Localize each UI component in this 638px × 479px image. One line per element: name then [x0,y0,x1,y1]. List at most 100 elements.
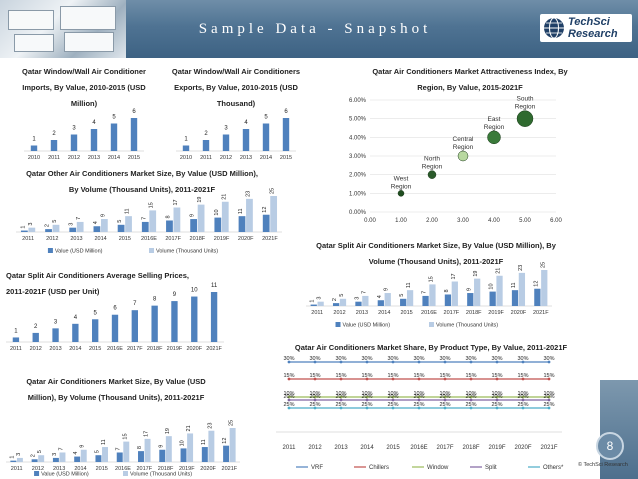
share-data-label: 30% [517,356,528,362]
split-size-bar [339,298,347,306]
other-data-label: 15 [149,202,155,208]
share-point [417,398,421,402]
attract-y-tick: 2.00% [349,173,367,179]
share-tick-label: 2016E [410,445,427,451]
split-size-bar [384,293,391,306]
share-point [521,398,525,402]
share-legend-label: Split [485,465,497,471]
share-data-label: 10% [387,391,398,397]
attract-bubble-label: Region [422,164,443,171]
other-data-label: 11 [125,208,131,214]
total-bar [144,438,151,462]
header-banner: Sample Data - Snapshot TechSci Research [0,0,638,58]
split-price-tick-label: 2017F [127,346,143,352]
attract-bubble-label: Central [453,136,475,143]
share-tick-label: 2021F [540,445,557,451]
attract-x-tick: 1.00 [395,218,407,224]
attract-bubble-label: Region [391,183,412,190]
share-data-label: 20% [439,394,450,400]
attract-bubble [457,150,469,162]
total-data-label: 3 [16,453,22,456]
other-tick-label: 2011 [22,236,34,242]
total-legend-label: Volume (Thousand Units) [130,472,192,478]
share-data-label: 25% [413,402,424,408]
split-size-legend-label: Volume (Thousand Units) [436,323,498,329]
share-point [313,395,317,399]
split-size-data-label: 11 [406,282,412,288]
share-data-label: 20% [309,394,320,400]
share-point [443,377,447,381]
share-data-label: 20% [335,394,346,400]
other-data-label: 2 [45,224,51,227]
other-data-label: 4 [93,221,99,224]
share-data-label: 10% [361,391,372,397]
attract-x-tick: 2.00 [426,218,438,224]
share-data-label: 30% [491,356,502,362]
other-bar [117,224,125,232]
total-size-chart-title: Qatar Air Conditioners Market Size, By V… [26,377,206,402]
share-data-label: 20% [543,394,554,400]
imports-tick-label: 2013 [88,155,100,161]
total-data-label: 1 [9,456,15,459]
total-data-label: 7 [116,447,122,450]
share-data-label: 20% [361,394,372,400]
other-legend-swatch [47,248,53,253]
share-legend-label: Chillers [369,465,389,471]
split-size-data-label: 9 [466,288,472,291]
split-price-bar [12,337,20,342]
total-tick-label: 2015 [96,466,108,472]
other-data-label: 5 [117,220,123,223]
share-data-label: 10% [335,391,346,397]
share-data-label: 25% [543,402,554,408]
share-data-label: 20% [517,394,528,400]
imports-bar [30,145,38,151]
attract-y-tick: 1.00% [349,191,367,197]
total-bar [180,448,187,462]
split-size-data-label: 3 [317,297,323,300]
other-bar [45,229,52,232]
split-price-tick-label: 2013 [49,346,61,352]
other-bar [20,230,28,232]
exports-bar [202,140,210,151]
split-size-tick-label: 2016E [421,310,437,316]
other-tick-label: 2018F [190,236,206,242]
share-tick-label: 2018F [462,445,479,451]
imports-tick-label: 2010 [28,155,40,161]
share-point [521,406,525,410]
other-data-label: 23 [245,191,251,197]
split-price-bar [151,305,158,342]
split-price-tick-label: 2018F [147,346,163,352]
imports-tick-label: 2015 [128,155,140,161]
techsci-logo: TechSci Research [540,14,632,42]
exports-tick-label: 2013 [240,155,252,161]
split-price-bar [111,314,119,342]
attract-y-tick: 3.00% [349,154,367,160]
share-point [365,395,369,399]
exports-chart-title: Qatar Window/Wall Air Conditioners Expor… [171,67,301,108]
attract-bubble-label: Region [453,144,474,151]
share-data-label: 25% [361,402,372,408]
total-bar [208,430,215,462]
share-data-label: 30% [361,356,372,362]
split-price-data-label: 11 [211,283,218,289]
total-bar [138,451,144,462]
share-point [365,398,369,402]
share-data-label: 15% [491,373,502,379]
other-bar [270,196,278,232]
share-point [547,398,551,402]
split-size-data-label: 19 [473,271,479,277]
share-point [417,395,421,399]
total-tick-label: 2020F [200,466,216,472]
other-data-label: 5 [52,220,58,223]
total-tick-label: 2011 [11,466,23,472]
exports-bar [242,129,250,151]
share-point [417,377,421,381]
share-point [469,360,473,364]
split-size-data-label: 5 [339,294,345,297]
split-price-data-label: 4 [74,315,78,321]
split-size-data-label: 2 [332,298,338,301]
share-data-label: 15% [283,373,294,379]
share-point [339,406,343,410]
other-data-label: 17 [173,199,179,205]
